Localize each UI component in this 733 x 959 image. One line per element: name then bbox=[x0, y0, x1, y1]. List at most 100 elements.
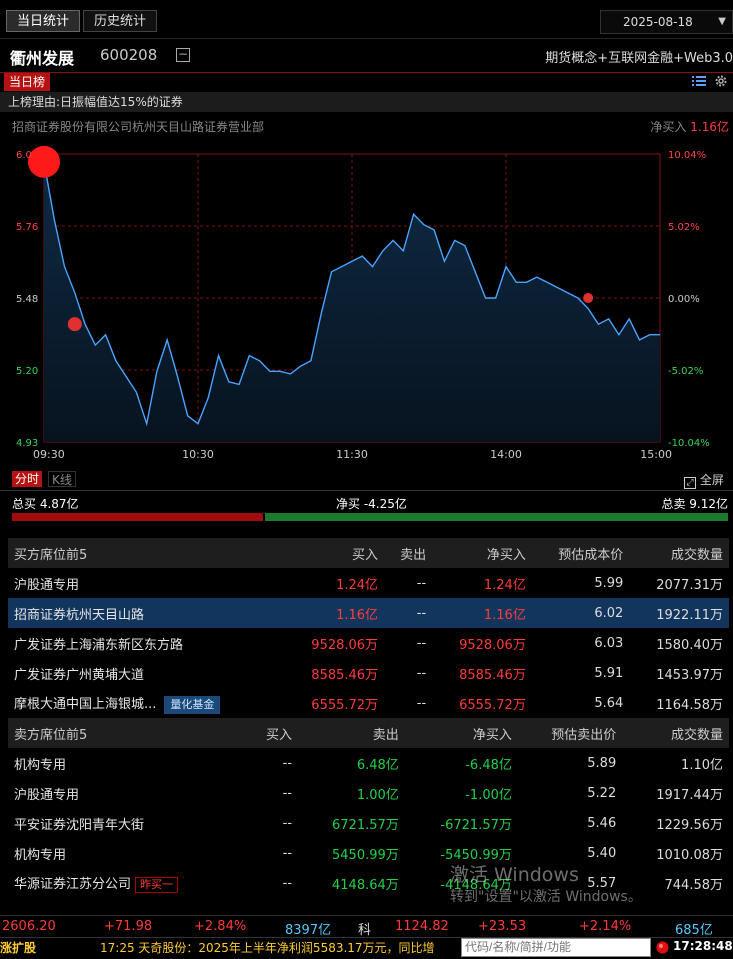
clock: 17:28:48 bbox=[673, 939, 733, 953]
y-tick-label: 5.48 bbox=[16, 294, 38, 305]
table-row[interactable]: 机构专用 -- 5450.99万 -5450.99万 5.40 1010.08万 bbox=[8, 838, 729, 868]
trade-marker bbox=[28, 145, 60, 178]
col-header: 净买入 bbox=[404, 718, 518, 748]
table-row[interactable]: 招商证券杭州天目山路 1.16亿 -- 1.16亿 6.02 1922.11万 bbox=[8, 598, 729, 628]
est-price: 5.22 bbox=[587, 785, 617, 801]
tab-today-stats[interactable]: 当日统计 bbox=[6, 10, 81, 32]
col-header: 净买入 bbox=[432, 538, 532, 568]
table-header: 卖方席位前5 买入 卖出 净买入 预估卖出价 成交数量 bbox=[8, 718, 729, 748]
tab-intraday[interactable]: 分时 bbox=[12, 471, 43, 487]
est-price: 5.64 bbox=[594, 695, 624, 711]
table-row[interactable]: 广发证券广州黄埔大道 8585.46万 -- 8585.46万 5.91 1453.97万 bbox=[8, 658, 729, 688]
volume: 1010.08万 bbox=[656, 847, 723, 863]
net-amount: -6721.57万 bbox=[440, 817, 512, 833]
seat-name-text: 广发证券上海浦东新区东方路 bbox=[14, 637, 184, 653]
x-tick-label: 10:30 bbox=[182, 448, 214, 461]
net-buy-summary: 净买入 1.16亿 bbox=[650, 118, 729, 135]
sell-amount: -- bbox=[416, 635, 427, 651]
news-ticker[interactable]: 17:25 天奇股份：2025年上半年净利润5583.17万元，同比增 bbox=[100, 941, 435, 955]
seat-name: 沪股通专用 bbox=[8, 778, 247, 808]
sell-amount: 4148.64万 bbox=[332, 877, 399, 893]
buy-amount: 1.16亿 bbox=[284, 598, 385, 628]
seat-name: 机构专用 bbox=[8, 748, 247, 778]
price-line bbox=[43, 161, 660, 427]
y-tick-label: 5.76 bbox=[16, 222, 38, 233]
sell-amount: 5450.99万 bbox=[332, 847, 399, 863]
col-header: 成交数量 bbox=[629, 538, 729, 568]
ticker-change: +71.98 bbox=[104, 919, 153, 934]
volume: 2077.31万 bbox=[656, 577, 723, 593]
y-tick-label: 4.93 bbox=[16, 438, 38, 449]
x-tick-label: 14:00 bbox=[490, 448, 522, 461]
net-amount: 1.24亿 bbox=[483, 577, 526, 593]
sell-amount: -- bbox=[416, 695, 427, 711]
buy-ratio-bar bbox=[12, 513, 263, 521]
tab-history-stats[interactable]: 历史统计 bbox=[83, 10, 158, 32]
stock-header bbox=[0, 38, 733, 72]
x-tick-label: 15:00 bbox=[640, 448, 672, 461]
seat-name-text: 机构专用 bbox=[14, 847, 67, 863]
seat-name: 摩根大通中国上海银城... 量化基金 bbox=[8, 688, 284, 718]
est-price: 5.40 bbox=[587, 845, 617, 861]
ticker-percent: +2.84% bbox=[194, 919, 247, 934]
volume: 1229.56万 bbox=[656, 817, 723, 833]
fullscreen-button[interactable]: ⤢ 全屏 bbox=[684, 471, 724, 489]
table-row[interactable]: 广发证券上海浦东新区东方路 9528.06万 -- 9528.06万 6.03 1580.… bbox=[8, 628, 729, 658]
sell-seat-table: 卖方席位前5 买入 卖出 净买入 预估卖出价 成交数量 机构专用 -- 6.48亿 -… bbox=[8, 718, 729, 898]
ticker-value: 1124.82 bbox=[395, 919, 449, 934]
col-header: 买方席位前5 bbox=[8, 538, 285, 568]
table-row[interactable]: 华源证券江苏分公司 昨买一 -- 4148.64万 -4148.64万 5.57 744.5… bbox=[8, 868, 729, 898]
tab-kline[interactable]: K线 bbox=[48, 471, 76, 487]
buy-amount: 6555.72万 bbox=[311, 697, 379, 713]
sell-amount: -- bbox=[384, 598, 433, 628]
list-icon[interactable] bbox=[692, 75, 706, 87]
trade-marker bbox=[583, 293, 594, 303]
trade-summary bbox=[0, 490, 733, 512]
est-price: 5.89 bbox=[587, 755, 617, 771]
col-header: 卖出 bbox=[384, 538, 433, 568]
est-price: 5.57 bbox=[587, 875, 617, 891]
table-row[interactable]: 沪股通专用 -- 1.00亿 -1.00亿 5.22 1917.44万 bbox=[8, 778, 729, 808]
ticker-label: 科 bbox=[358, 923, 372, 938]
y-tick-label-pct: -5.02% bbox=[668, 366, 703, 377]
net-amount: 1.16亿 bbox=[432, 598, 532, 628]
table-row[interactable]: 机构专用 -- 6.48亿 -6.48亿 5.89 1.10亿 bbox=[8, 748, 729, 778]
col-header: 卖方席位前5 bbox=[8, 718, 247, 748]
status-label: 涨扩股 bbox=[0, 941, 37, 955]
sell-amount: -- bbox=[416, 665, 427, 681]
intraday-chart[interactable]: 6.0 10.04% 5.76 5.02% 5.48 0.00% 5.20 -5.02% 4.9… bbox=[0, 140, 733, 466]
gear-icon[interactable] bbox=[714, 74, 728, 88]
tab-daily-list[interactable]: 当日榜 bbox=[4, 73, 51, 91]
buy-amount: 9528.06万 bbox=[311, 637, 379, 653]
est-price: 5.91 bbox=[594, 665, 624, 681]
x-tick-label: 09:30 bbox=[33, 448, 65, 461]
table-row[interactable]: 沪股通专用 1.24亿 -- 1.24亿 5.99 2077.31万 bbox=[8, 568, 729, 598]
date-select[interactable]: 2025-08-18 ▼ bbox=[600, 10, 733, 34]
price-area bbox=[44, 161, 660, 442]
buy-seat-table: 买方席位前5 买入 卖出 净买入 预估成本价 成交数量 沪股通专用 1.24亿 --… bbox=[8, 538, 729, 718]
buy-amount: -- bbox=[282, 755, 293, 771]
y-tick-label-pct: 5.02% bbox=[668, 222, 700, 233]
volume: 1453.97万 bbox=[656, 667, 723, 683]
table-row[interactable]: 平安证券沈阳青年大街 -- 6721.57万 -6721.57万 5.46 1229.56… bbox=[8, 808, 729, 838]
net-amount: -1.00亿 bbox=[465, 787, 512, 803]
net-buy-value: 1.16亿 bbox=[690, 120, 729, 134]
seat-name: 广发证券上海浦东新区东方路 bbox=[8, 628, 284, 658]
table-header: 买方席位前5 买入 卖出 净买入 预估成本价 成交数量 bbox=[8, 538, 729, 568]
net-amount: 6555.72万 bbox=[459, 697, 526, 713]
date-value: 2025-08-18 bbox=[623, 15, 693, 29]
col-header: 买入 bbox=[246, 718, 299, 748]
seat-name-text: 广发证券广州黄埔大道 bbox=[14, 667, 145, 683]
collapse-icon[interactable]: − bbox=[176, 47, 190, 62]
col-header: 卖出 bbox=[298, 718, 405, 748]
net-amount: -6.48亿 bbox=[465, 757, 512, 773]
col-header: 预估卖出价 bbox=[517, 718, 623, 748]
col-header: 成交数量 bbox=[622, 718, 729, 748]
table-row[interactable]: 摩根大通中国上海银城... 量化基金 6555.72万 -- 6555.72万 5.64 1… bbox=[8, 688, 729, 718]
buy-amount: 8585.46万 bbox=[311, 667, 379, 683]
search-input[interactable] bbox=[461, 938, 651, 957]
alert-icon[interactable] bbox=[656, 941, 669, 954]
buy-amount: -- bbox=[282, 875, 293, 891]
y-tick-label-pct: -10.04% bbox=[668, 438, 710, 449]
fullscreen-label: 全屏 bbox=[699, 473, 724, 487]
